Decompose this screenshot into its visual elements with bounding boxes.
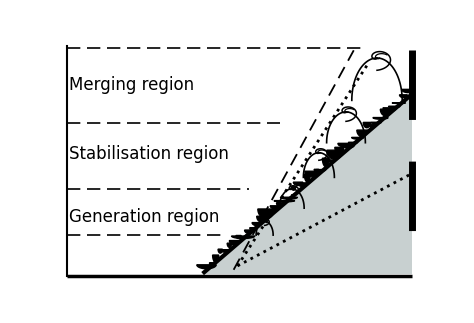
Polygon shape: [274, 201, 295, 202]
Polygon shape: [231, 236, 255, 238]
Polygon shape: [357, 130, 367, 137]
Text: Stabilisation region: Stabilisation region: [69, 145, 228, 163]
Polygon shape: [314, 169, 319, 172]
Polygon shape: [210, 263, 213, 266]
Polygon shape: [293, 182, 303, 185]
Polygon shape: [197, 265, 216, 269]
Polygon shape: [338, 143, 350, 147]
Polygon shape: [363, 122, 370, 128]
Polygon shape: [252, 223, 262, 225]
Polygon shape: [270, 206, 280, 209]
Polygon shape: [269, 212, 272, 214]
Polygon shape: [369, 124, 374, 127]
Polygon shape: [342, 144, 355, 148]
Polygon shape: [389, 106, 400, 108]
Polygon shape: [348, 142, 358, 143]
Polygon shape: [380, 109, 390, 116]
Polygon shape: [373, 118, 388, 119]
Polygon shape: [328, 160, 332, 162]
Polygon shape: [202, 94, 412, 274]
Polygon shape: [229, 241, 238, 245]
Polygon shape: [236, 235, 241, 239]
Polygon shape: [383, 108, 396, 111]
Polygon shape: [400, 95, 407, 98]
Polygon shape: [298, 183, 308, 187]
Polygon shape: [335, 147, 344, 153]
Polygon shape: [218, 249, 222, 253]
Polygon shape: [257, 216, 266, 222]
Polygon shape: [258, 209, 274, 219]
Polygon shape: [245, 230, 251, 233]
Text: Generation region: Generation region: [69, 208, 219, 226]
Polygon shape: [227, 243, 232, 247]
Polygon shape: [304, 174, 310, 182]
Polygon shape: [392, 103, 405, 104]
Polygon shape: [250, 228, 255, 231]
Polygon shape: [401, 89, 414, 93]
Polygon shape: [371, 122, 381, 123]
Polygon shape: [292, 187, 296, 190]
Polygon shape: [327, 150, 343, 160]
Polygon shape: [316, 170, 326, 171]
Polygon shape: [213, 255, 219, 262]
Polygon shape: [352, 137, 364, 139]
Text: Merging region: Merging region: [69, 76, 194, 94]
Polygon shape: [276, 203, 283, 207]
Polygon shape: [220, 250, 229, 252]
Polygon shape: [305, 171, 319, 177]
Polygon shape: [322, 158, 329, 166]
Polygon shape: [281, 197, 297, 199]
